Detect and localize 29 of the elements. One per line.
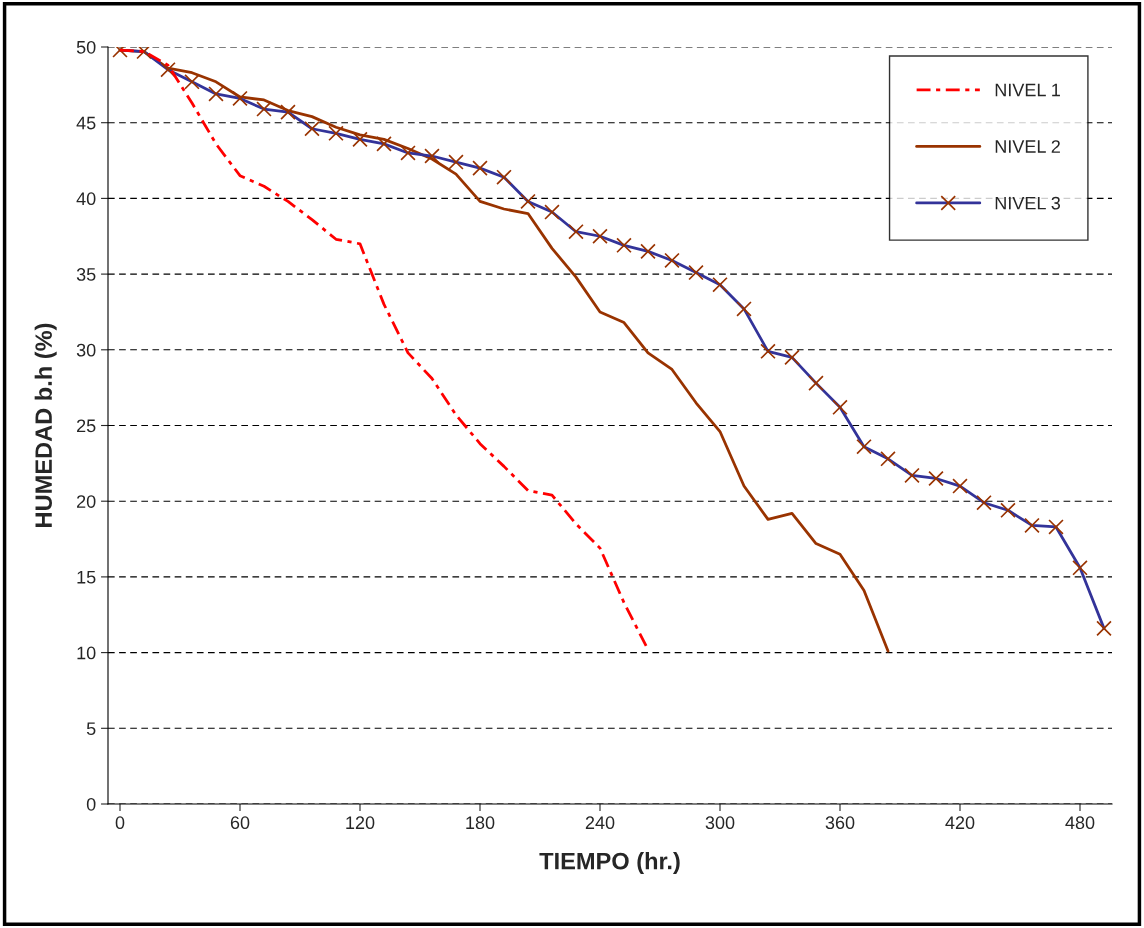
x-axis-title: TIEMPO (hr.) [539, 852, 680, 875]
x-tick-label: 300 [705, 816, 735, 830]
y-axis-title: HUMEDAD b.h (%) [34, 323, 57, 527]
x-tick-label: 180 [466, 816, 495, 830]
x-tick-label: 60 [230, 816, 250, 830]
point [160, 61, 176, 78]
legend-label: NIVEL 1 [995, 83, 1060, 97]
y-tick-label: 15 [77, 571, 96, 584]
y-tick-label: 40 [76, 192, 96, 206]
y-tick-label: 10 [77, 646, 96, 660]
x-tick-label: 360 [825, 816, 855, 830]
x-tick-label: 480 [1065, 816, 1095, 830]
y-tick-label: 5 [86, 722, 96, 736]
point [136, 47, 152, 60]
x-tick-label: 420 [945, 816, 975, 830]
y-tick-label: 20 [77, 495, 96, 508]
point [280, 104, 296, 120]
y-tick-label: 50 [76, 40, 96, 54]
y-tick-label: 0 [86, 797, 96, 811]
legend-label: NIVEL 2 [995, 140, 1060, 153]
x-tick-label: 0 [115, 816, 125, 830]
y-tick-label: 25 [77, 419, 96, 433]
y-tick-label: 45 [76, 116, 96, 130]
y-tick-label: 30 [76, 343, 96, 357]
y-tick-label: 35 [76, 268, 96, 281]
x-tick-label: 240 [585, 816, 615, 830]
x-tick-label: 120 [346, 816, 375, 830]
legend-label: NIVEL 3 [995, 196, 1061, 210]
point [232, 90, 248, 107]
